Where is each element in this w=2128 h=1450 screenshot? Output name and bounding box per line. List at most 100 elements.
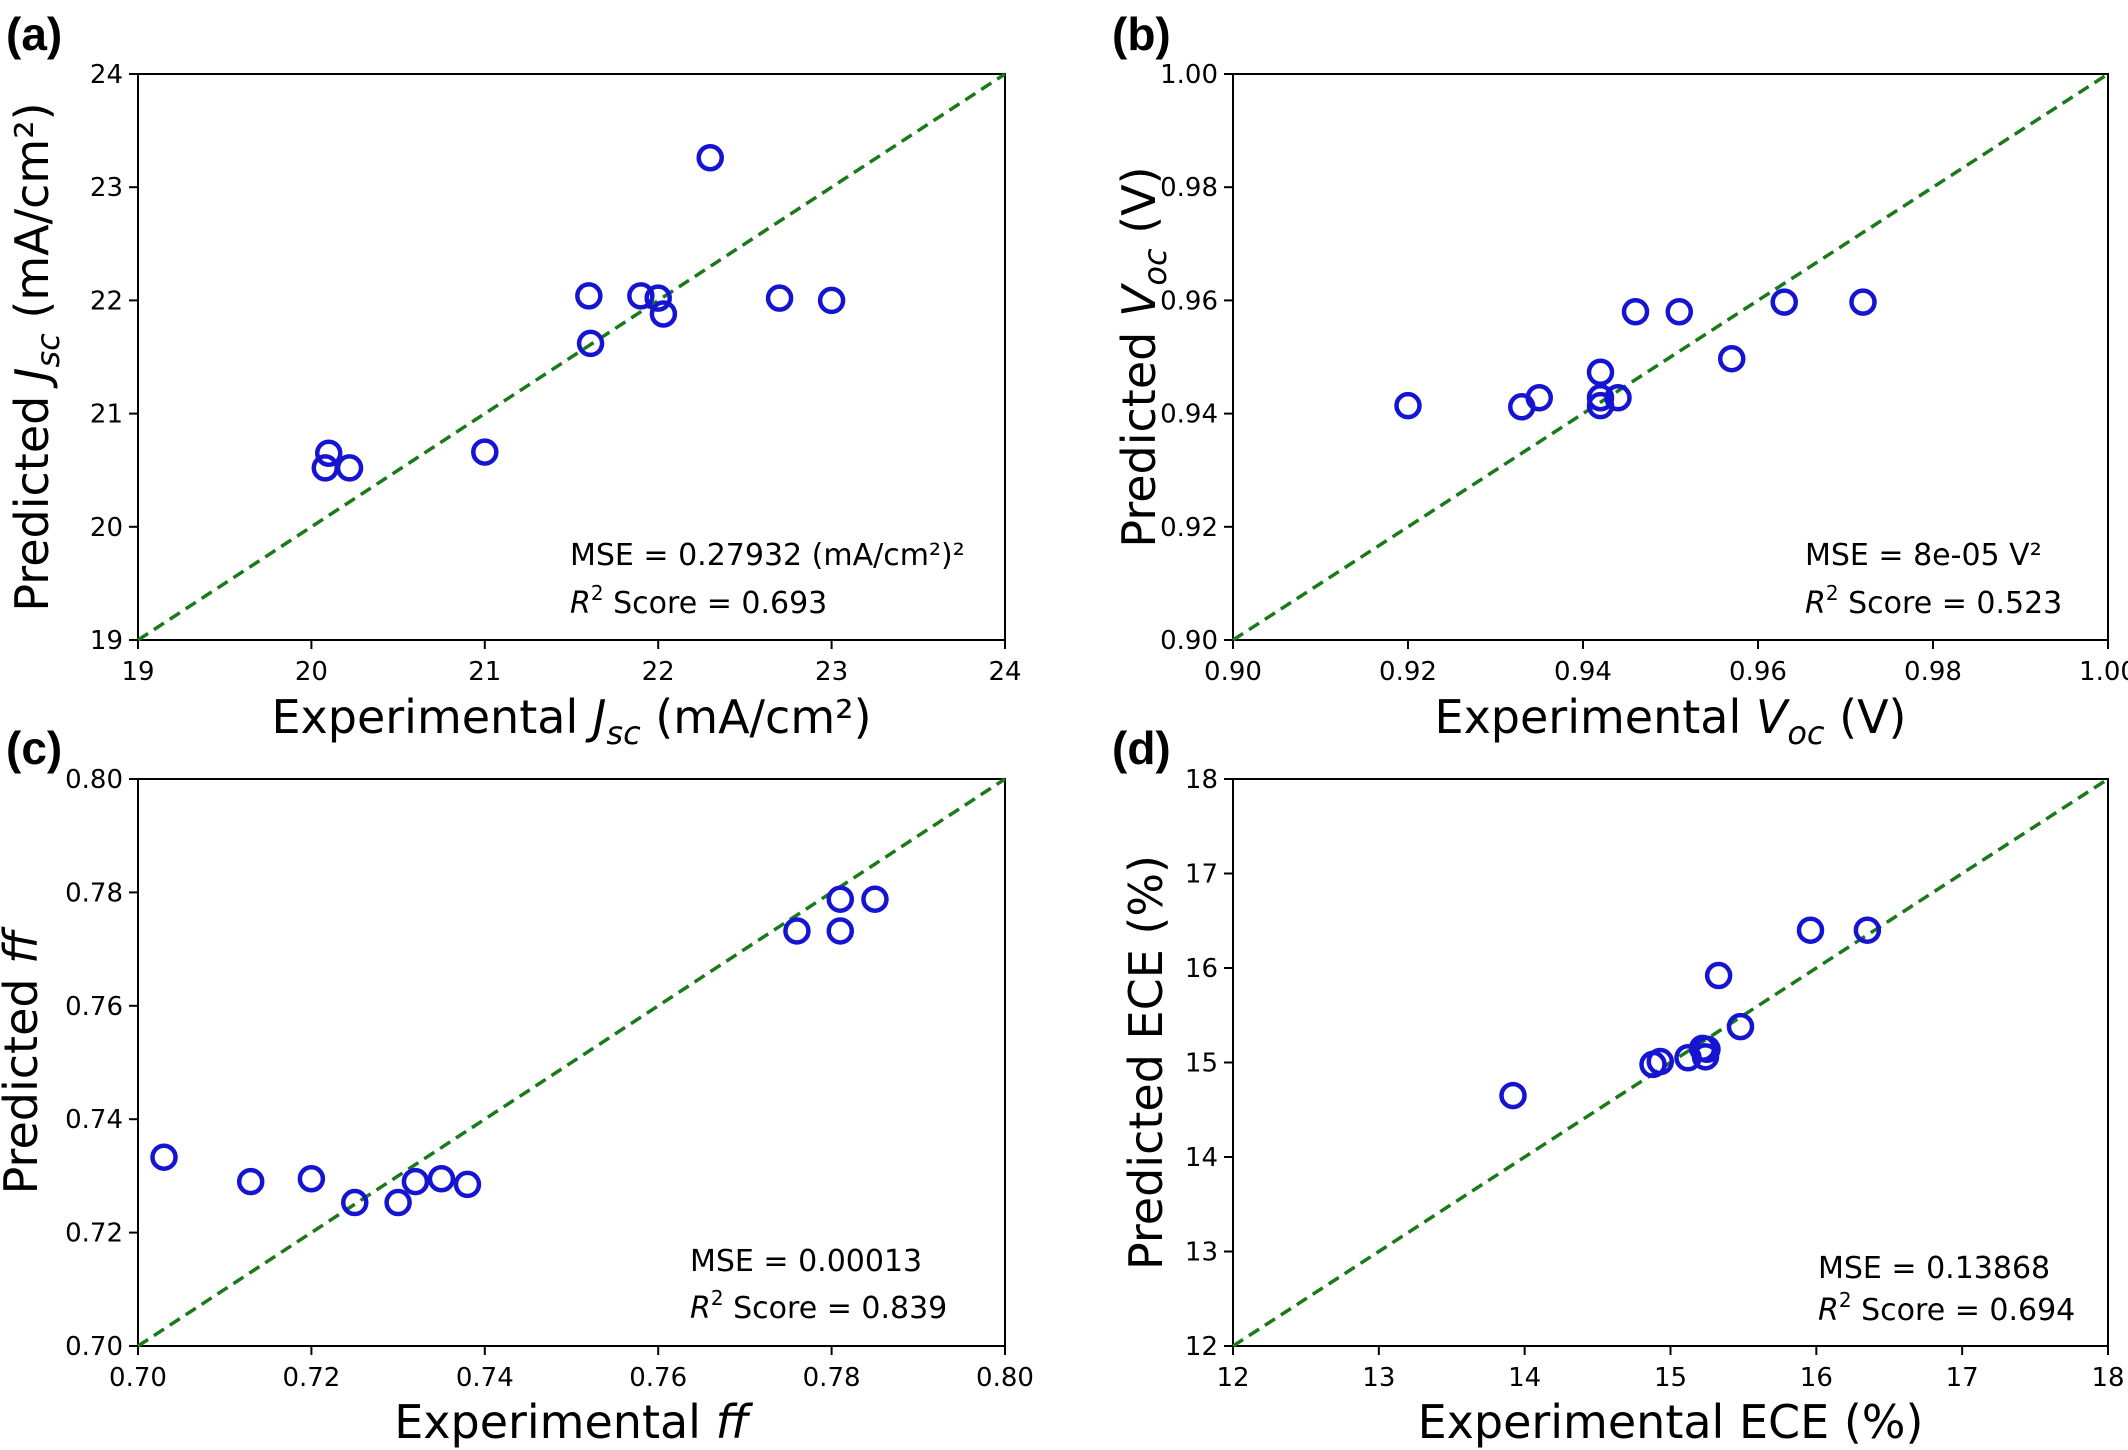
identity-reference-line	[137, 777, 1006, 1348]
y-axis-label-variable: V	[1112, 282, 1166, 317]
x-axis-label-unit: (V)	[1825, 690, 1907, 744]
data-point	[576, 329, 605, 358]
y-axis-label-text: Predicted	[0, 964, 48, 1195]
y-tick-label: 0.78	[65, 878, 123, 908]
plot-frame	[137, 778, 1006, 1347]
data-point	[1665, 297, 1693, 326]
panel-b: (b) 0.90 0.92 0.94 0.96 0.98 1.00 0.90 0.92 0.94 0…	[1112, 8, 2128, 752]
y-tick-label: 0.70	[65, 1332, 123, 1362]
x-tick-label: 16	[1800, 1363, 1833, 1393]
y-tick-label: 0.94	[1160, 400, 1218, 430]
data-point	[236, 1167, 265, 1196]
y-axis-label: Predicted Jsc (mA/cm²)	[5, 102, 67, 611]
x-tick-label: 0.92	[1379, 657, 1437, 687]
panel-label: (c)	[6, 722, 62, 774]
data-point	[1704, 961, 1733, 990]
x-tick-label: 19	[121, 657, 154, 687]
x-tick-label: 0.96	[1729, 657, 1787, 687]
data-point	[1394, 391, 1422, 420]
y-tick-label: 19	[90, 626, 123, 656]
y-tick-label: 0.76	[65, 992, 123, 1022]
data-point	[765, 284, 794, 312]
plot-frame	[137, 73, 1006, 641]
data-point	[1796, 916, 1825, 944]
panel-a: (a) 19 20 21 22 23 24 19 20 21 22 23 24 Experimental …	[5, 8, 1022, 752]
y-tick-label: 0.80	[65, 765, 123, 795]
y-tick-label: 14	[1185, 1143, 1218, 1173]
mse-annotation: MSE = 0.00013	[690, 1244, 922, 1279]
data-point	[341, 1188, 369, 1217]
x-axis-label-text: Experimental	[271, 690, 592, 744]
identity-reference-line	[137, 72, 1006, 642]
data-point	[384, 1188, 412, 1217]
y-tick-label: 20	[90, 513, 123, 543]
y-axis-label-unit: (V)	[1112, 166, 1166, 248]
x-axis-label-unit: (mA/cm²)	[641, 690, 872, 744]
x-axis-label: Experimental ff	[394, 1395, 753, 1449]
data-point	[1525, 384, 1553, 412]
r2-score-text: Score = 0.839	[724, 1291, 948, 1326]
data-point	[1853, 916, 1882, 944]
mse-annotation: MSE = 8e-05 V²	[1805, 538, 2042, 573]
x-axis-label-text: Experimental	[1435, 690, 1756, 744]
y-axis-label-subscript: sc	[29, 333, 67, 368]
x-tick-label: 0.70	[109, 1363, 167, 1393]
x-tick-label: 23	[815, 657, 848, 687]
y-tick-label: 0.72	[65, 1219, 123, 1249]
x-tick-label: 0.76	[629, 1363, 687, 1393]
panel-d: (d) 12 13 14 15 16 17 18 12 13 14 15 16 17 18 Experimen…	[1112, 722, 2125, 1449]
y-axis-label: Predicted ECE (%)	[1119, 855, 1173, 1270]
data-point	[401, 1167, 430, 1196]
data-point	[1849, 288, 1877, 316]
panel-label: (b)	[1112, 8, 1171, 60]
y-axis-label-unit: (mA/cm²)	[5, 102, 59, 333]
y-tick-label: 0.98	[1160, 173, 1218, 203]
y-axis-label-subscript: oc	[1136, 248, 1174, 286]
y-tick-label: 1.00	[1160, 60, 1218, 90]
r2-symbol: R	[1818, 1293, 1839, 1328]
panel-label: (d)	[1112, 722, 1171, 774]
y-axis-label-text: Predicted	[1112, 317, 1166, 548]
y-tick-label: 0.74	[65, 1105, 123, 1135]
data-point	[297, 1164, 326, 1193]
data-point	[783, 917, 811, 945]
x-axis-label-variable: V	[1756, 690, 1791, 744]
y-axis-label-text: Predicted	[5, 381, 59, 612]
x-tick-label: 14	[1508, 1363, 1541, 1393]
x-tick-label: 0.94	[1554, 657, 1612, 687]
data-point	[1604, 384, 1632, 412]
y-tick-label: 18	[1185, 765, 1218, 795]
x-tick-label: 0.98	[1904, 657, 1962, 687]
data-point	[575, 282, 603, 310]
r2-score-text: Score = 0.523	[1839, 586, 2063, 621]
x-tick-label: 24	[988, 657, 1021, 687]
r2-annotation: R2 Score = 0.693	[570, 581, 827, 621]
x-axis-label-variable: ff	[716, 1395, 754, 1449]
y-tick-label: 21	[90, 400, 123, 430]
x-tick-label: 22	[642, 657, 675, 687]
data-point	[1646, 1047, 1675, 1076]
data-point	[1770, 288, 1798, 316]
y-tick-label: 13	[1185, 1238, 1218, 1268]
plot-frame	[1232, 73, 2109, 641]
r2-symbol: R	[690, 1291, 711, 1326]
r2-symbol: R	[1805, 586, 1826, 621]
x-tick-label: 20	[295, 657, 328, 687]
data-point	[427, 1164, 456, 1193]
r2-annotation: R2 Score = 0.839	[690, 1286, 947, 1326]
data-point	[696, 144, 724, 172]
x-tick-label: 15	[1654, 1363, 1687, 1393]
y-axis-label-text: Predicted ECE (%)	[1119, 855, 1173, 1270]
x-tick-label: 1.00	[2079, 657, 2128, 687]
x-axis-label-text: Experimental	[394, 1395, 715, 1449]
data-point	[1586, 358, 1615, 387]
x-axis-label: Experimental Voc (V)	[1435, 690, 1907, 752]
data-point	[1726, 1012, 1755, 1041]
x-axis-label-subscript: oc	[1787, 714, 1825, 752]
data-point	[649, 300, 678, 328]
r2-symbol: R	[570, 586, 591, 621]
mse-annotation: MSE = 0.27932 (mA/cm²)²	[570, 538, 965, 573]
r2-superscript: 2	[591, 581, 604, 605]
x-tick-label: 0.80	[976, 1363, 1034, 1393]
